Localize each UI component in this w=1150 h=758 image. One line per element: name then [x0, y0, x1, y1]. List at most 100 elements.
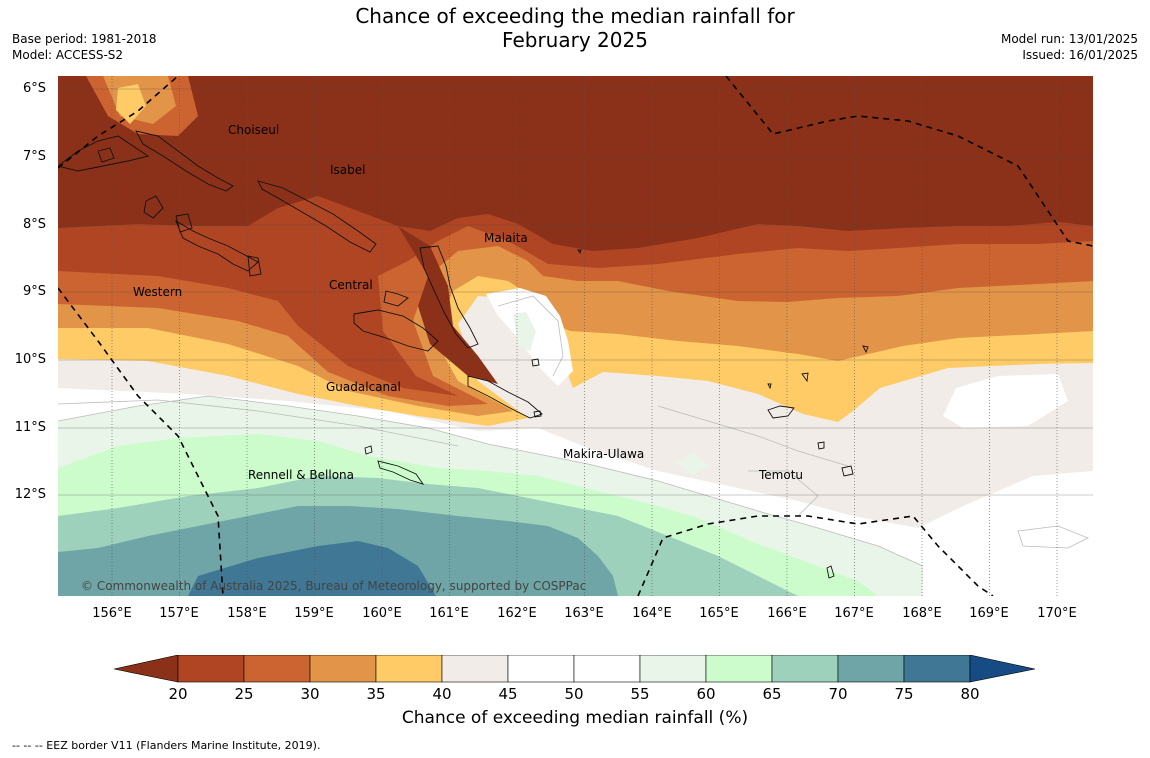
colorbar-bin-75-80: [903, 655, 971, 683]
island-florida: [383, 290, 409, 307]
colorbar-tick-55: 55: [630, 685, 650, 703]
island-vella: [175, 213, 193, 233]
island-ulawa: [531, 358, 540, 367]
band-below-20-guadalcanal: [398, 226, 498, 384]
lon-label-162e: 162°E: [497, 606, 537, 621]
title-line-2: February 2025: [502, 28, 648, 52]
meta-left: Base period: 1981-2018 Model: ACCESS-S2: [12, 31, 157, 63]
island-guadalcanal: [353, 309, 439, 352]
island-tikopia: [826, 565, 835, 579]
base-period: Base period: 1981-2018: [12, 32, 157, 46]
band-75-80: [188, 541, 436, 596]
eez-border-northwest: [58, 76, 179, 169]
colorbar-bin-30-35: [309, 655, 377, 683]
band-35-40-nw: [116, 84, 146, 124]
lon-label-161e: 161°E: [429, 606, 469, 621]
colorbar-tick-65: 65: [762, 685, 782, 703]
lon-label-159e: 159°E: [294, 606, 334, 621]
island-sikaiana: [862, 345, 869, 354]
lon-label-157e: 157°E: [159, 606, 199, 621]
rainfall-map: [58, 76, 1093, 596]
island-duff: [801, 372, 809, 383]
eez-footnote: -- -- -- EEZ border V11 (Flanders Marine…: [12, 739, 321, 752]
colorbar-tick-35: 35: [366, 685, 386, 703]
colorbar-extend-low: [114, 655, 179, 683]
colorbar-tick-60: 60: [696, 685, 716, 703]
colorbar-bin-60-65: [705, 655, 773, 683]
colorbar-bin-70-75: [837, 655, 905, 683]
island-kolombangara: [143, 195, 164, 219]
colorbar: [114, 655, 1036, 683]
colorbar-bin-55-60: [639, 655, 707, 683]
lon-label-168e: 168°E: [902, 606, 942, 621]
lon-label-166e: 166°E: [767, 606, 807, 621]
lat-label-11s: 11°S: [14, 420, 46, 435]
lon-label-163e: 163°E: [564, 606, 604, 621]
colorbar-bin-25-30: [243, 655, 311, 683]
colorbar-tick-45: 45: [498, 685, 518, 703]
lat-label-8s: 8°S: [22, 217, 46, 232]
island-choiseul: [135, 130, 234, 192]
island-nendo: [767, 405, 795, 419]
lon-label-164e: 164°E: [632, 606, 672, 621]
lon-label-160e: 160°E: [362, 606, 402, 621]
meta-right: Model run: 13/01/2025 Issued: 16/01/2025: [1001, 31, 1138, 63]
lon-label-165e: 165°E: [699, 606, 739, 621]
colorbar-bin-40-45: [441, 655, 509, 683]
lat-label-12s: 12°S: [14, 487, 46, 502]
region-label-isabel: Isabel: [330, 163, 366, 177]
colorbar-tick-25: 25: [234, 685, 254, 703]
island-shortland: [97, 147, 115, 163]
island-bellona: [364, 445, 373, 455]
colorbar-bin-65-70: [771, 655, 839, 683]
copyright-notice: © Commonwealth of Australia 2025, Bureau…: [81, 579, 587, 593]
title-line-1: Chance of exceeding the median rainfall …: [355, 4, 795, 28]
island-utupua: [817, 441, 825, 450]
colorbar-tick-40: 40: [432, 685, 452, 703]
contour-lines: [58, 295, 1089, 567]
band-55-60-spot: [676, 452, 708, 476]
island-rendova: [247, 255, 262, 277]
colorbar-tick-70: 70: [828, 685, 848, 703]
eez-border-southeast: [637, 515, 994, 596]
island-malaita: [419, 245, 479, 349]
model-name: Model: ACCESS-S2: [12, 48, 124, 62]
lon-label-170e: 170°E: [1037, 606, 1077, 621]
island-isabel: [257, 180, 377, 253]
colorbar-extend-high: [969, 655, 1036, 683]
lon-label-158e: 158°E: [227, 606, 267, 621]
eez-border-northeast: [725, 76, 1093, 247]
eez-border: [58, 76, 1093, 596]
island-reef: [767, 383, 772, 390]
lat-label-10s: 10°S: [14, 352, 46, 367]
colorbar-tick-75: 75: [894, 685, 914, 703]
band-45-50-east: [943, 374, 1068, 428]
region-label-makira-ulawa: Makira-Ulawa: [563, 447, 645, 461]
region-label-malaita: Malaita: [484, 231, 528, 245]
island-makira: [467, 375, 543, 419]
island-bougainville: [58, 135, 150, 172]
colorbar-bin-45-50: [507, 655, 575, 683]
colorbar-tick-30: 30: [300, 685, 320, 703]
lon-label-169e: 169°E: [969, 606, 1009, 621]
issued-date: Issued: 16/01/2025: [1022, 48, 1138, 62]
region-label-rennell-bellona: Rennell & Bellona: [248, 468, 355, 482]
region-label-western: Western: [133, 285, 183, 299]
lat-label-9s: 9°S: [22, 284, 46, 299]
island-new-georgia: [175, 219, 259, 272]
region-label-central: Central: [329, 278, 373, 292]
lon-label-167e: 167°E: [834, 606, 874, 621]
colorbar-bin-20-25: [177, 655, 245, 683]
colorbar-bin-50-55: [573, 655, 641, 683]
island-coastlines: [58, 130, 869, 579]
island-rennell: [377, 460, 425, 485]
eez-border-west: [58, 287, 224, 596]
region-label-guadalcanal: Guadalcanal: [326, 380, 401, 394]
lat-label-7s: 7°S: [22, 149, 46, 164]
island-ontong-java: [577, 249, 582, 255]
region-label-temotu: Temotu: [759, 468, 804, 482]
colorbar-bin-35-40: [375, 655, 443, 683]
region-label-choiseul: Choiseul: [228, 123, 280, 137]
lon-label-156e: 156°E: [92, 606, 132, 621]
colorbar-tick-50: 50: [564, 685, 584, 703]
